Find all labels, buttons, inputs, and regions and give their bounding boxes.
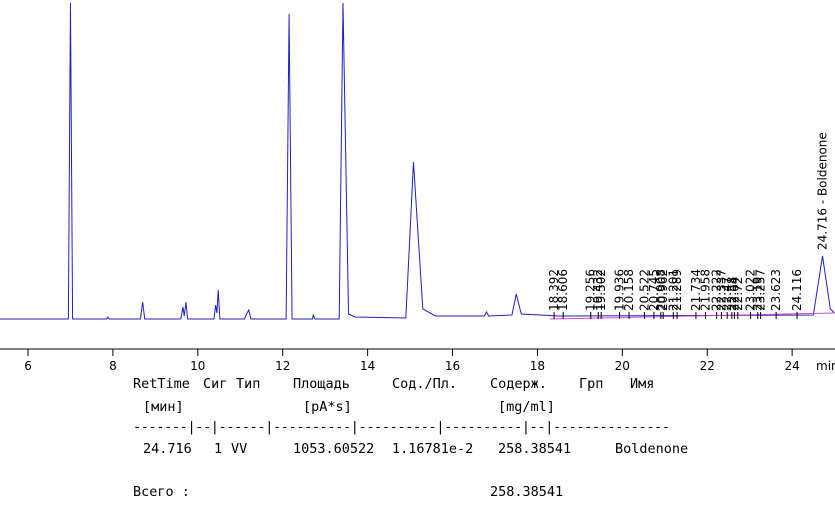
- c0: 24.716: [143, 441, 192, 457]
- peak-label: 19.936: [613, 269, 627, 311]
- x-tick-label: 24: [784, 359, 799, 373]
- peak-label: 19.256: [584, 269, 598, 311]
- u0: [мин]: [143, 399, 184, 415]
- trace: [0, 2, 835, 320]
- x-tick-label: 14: [360, 359, 375, 373]
- h6: Грп: [579, 376, 604, 392]
- h7: Имя: [630, 376, 655, 392]
- peak-label: 23.257: [754, 269, 768, 311]
- peak-label: 22.58: [725, 277, 739, 311]
- x-tick-label: 20: [615, 359, 630, 373]
- peak-label: 19.432: [591, 269, 605, 311]
- peak-label: 22.64: [727, 277, 741, 311]
- peak-label: 21.958: [698, 269, 712, 311]
- peak-annotation: 24.716 - Boldenone: [816, 132, 830, 250]
- peak-label: 18.392: [547, 269, 561, 311]
- peak-label: 23.022: [744, 269, 758, 311]
- peak-label: 23.623: [769, 269, 783, 311]
- peak-label: 20.522: [637, 269, 651, 311]
- peak-label: 22.222: [710, 269, 724, 311]
- peak-label: 18.606: [556, 269, 570, 311]
- peak-label: 20.962: [656, 269, 670, 311]
- total-label: Всего :: [133, 484, 190, 500]
- total: 258.38541: [490, 484, 564, 500]
- peak-label: 21.289: [670, 269, 684, 311]
- h5: Содерж.: [490, 376, 547, 392]
- peak-label: 20.158: [622, 269, 636, 311]
- x-tick-label: 12: [275, 359, 290, 373]
- u2: [mg/ml]: [498, 399, 555, 415]
- c5: 258.38541: [498, 441, 572, 457]
- peak-label: 22.47: [720, 277, 734, 311]
- peak-label: 20.908: [654, 269, 668, 311]
- h1: Сиг: [203, 376, 228, 392]
- h3: Площадь: [293, 376, 350, 392]
- x-tick-label: 22: [700, 359, 715, 373]
- x-axis-label: min: [816, 359, 835, 373]
- peak-label: 21.201: [666, 269, 680, 311]
- c4: 1.16781e-2: [392, 441, 474, 457]
- h0: RetTime: [133, 376, 190, 392]
- c2: VV: [231, 441, 248, 457]
- c3: 1053.60522: [293, 441, 375, 457]
- x-tick-label: 10: [190, 359, 205, 373]
- c1: 1: [214, 441, 223, 457]
- peak-label: 19.502: [594, 269, 608, 311]
- peak-label: 20.745: [647, 269, 661, 311]
- x-tick-label: 16: [445, 359, 460, 373]
- peak-label: 23.19: [751, 277, 765, 311]
- h4: Сод./Пл.: [392, 376, 458, 392]
- peak-label: 21.734: [689, 269, 703, 311]
- u1: [pA*s]: [303, 399, 352, 415]
- peak-label: 22.337: [715, 269, 729, 311]
- c6: Boldenone: [615, 441, 689, 457]
- peak-label: 24.116: [790, 269, 804, 311]
- x-tick-label: 18: [530, 359, 545, 373]
- x-tick-label: 8: [109, 359, 117, 373]
- x-tick-label: 6: [24, 359, 32, 373]
- separator: -------|--|------|----------|----------|…: [133, 419, 670, 435]
- peak-label: 22.72: [731, 277, 745, 311]
- trace: [550, 312, 835, 320]
- h2: Тип: [236, 376, 261, 392]
